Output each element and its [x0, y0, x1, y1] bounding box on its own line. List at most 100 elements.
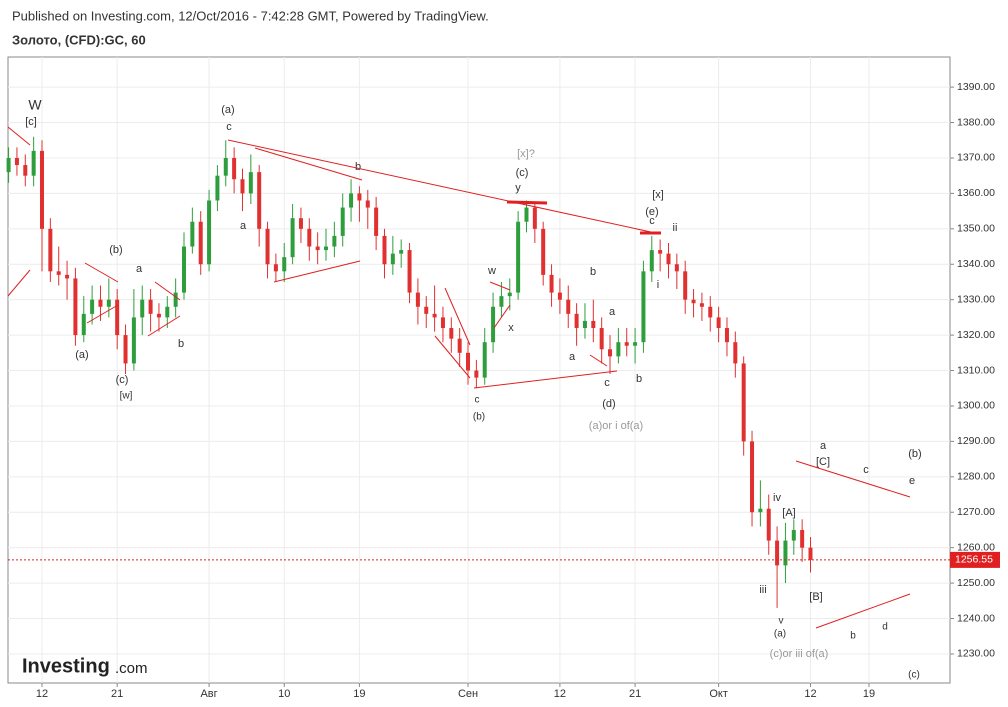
- candle-body: [374, 207, 379, 236]
- candle-body: [399, 250, 404, 254]
- candle-body: [65, 274, 70, 279]
- y-tick-label: 1320.00: [957, 329, 995, 341]
- y-tick-label: 1290.00: [957, 435, 995, 447]
- wave-label: (a): [75, 349, 88, 361]
- wave-label: d: [882, 622, 888, 633]
- wave-label: b: [850, 631, 856, 642]
- candle-body: [591, 320, 596, 329]
- candle-body: [766, 508, 771, 541]
- x-tick-label: 12: [554, 688, 566, 700]
- candle-body: [699, 303, 704, 307]
- y-tick-label: 1340.00: [957, 258, 995, 270]
- candle-body: [649, 250, 654, 272]
- x-tick-label: 10: [278, 688, 290, 700]
- candle-body: [616, 342, 621, 357]
- candle-body: [39, 150, 44, 229]
- candle-body: [382, 235, 387, 265]
- candle-body: [574, 313, 579, 329]
- wave-label: c: [604, 377, 610, 389]
- candle-body: [474, 370, 479, 378]
- symbol-title: Золото, (CFD):GC, 60: [12, 32, 146, 47]
- candle-body: [608, 349, 613, 357]
- plot-frame: [7, 56, 951, 684]
- x-tick-label: Сен: [458, 688, 478, 700]
- candle-body: [282, 257, 287, 272]
- candle-body: [424, 306, 429, 314]
- candle-body: [290, 218, 295, 258]
- candle-body: [758, 508, 763, 513]
- candle-body: [716, 317, 721, 329]
- wave-label: w: [487, 265, 496, 277]
- candle-body: [557, 292, 562, 300]
- wave-label: a: [240, 220, 247, 232]
- x-tick-label: Авг: [200, 688, 217, 700]
- x-tick-label: 19: [353, 688, 365, 700]
- last-price-box: [950, 551, 1000, 568]
- logo-brand: Investing: [22, 655, 110, 677]
- wave-label: iv: [773, 492, 781, 504]
- wave-label: b: [636, 373, 642, 385]
- candle-body: [566, 299, 571, 314]
- candle-body: [298, 218, 303, 229]
- y-tick-label: 1300.00: [957, 400, 995, 412]
- wave-label: ii: [673, 222, 678, 234]
- candle-body: [775, 540, 780, 566]
- candle-body: [808, 547, 813, 560]
- wave-label: (a): [774, 629, 786, 640]
- wave-label: [x]?: [517, 148, 535, 160]
- x-tick-label: 21: [111, 688, 123, 700]
- candle-body: [106, 299, 111, 307]
- candle-body: [198, 221, 203, 265]
- candle-body: [357, 193, 362, 201]
- candle-body: [499, 296, 504, 307]
- wave-label: b: [178, 338, 184, 350]
- y-tick-label: 1240.00: [957, 612, 995, 624]
- candle-body: [215, 175, 220, 201]
- wave-label: a: [569, 351, 576, 363]
- wave-label: (a)or i of(a): [589, 420, 643, 432]
- published-note: Published on Investing.com, 12/Oct/2016 …: [12, 8, 489, 23]
- wave-label: e: [909, 475, 915, 487]
- candle-body: [466, 352, 471, 371]
- candle-body: [340, 207, 345, 236]
- candle-body: [90, 299, 95, 314]
- wave-label: [A]: [782, 507, 795, 519]
- trend-lines: [7, 126, 911, 629]
- wave-label: x: [508, 322, 514, 334]
- candle-body: [232, 157, 237, 180]
- candle-body: [156, 313, 161, 318]
- wave-label: [C]: [816, 456, 830, 468]
- candle-body: [415, 292, 420, 307]
- candle-body: [457, 338, 462, 353]
- wave-label: (c): [116, 374, 129, 386]
- wave-label: [B]: [809, 591, 822, 603]
- wave-label: c: [649, 215, 655, 227]
- candle-body: [140, 299, 145, 318]
- y-tick-label: 1270.00: [957, 506, 995, 518]
- wave-label: (d): [602, 398, 615, 410]
- y-tick-label: 1250.00: [957, 577, 995, 589]
- candle-body: [750, 441, 755, 513]
- candle-body: [332, 235, 337, 247]
- y-tick-label: 1330.00: [957, 293, 995, 305]
- candle-body: [674, 264, 679, 272]
- candle-body: [31, 150, 36, 176]
- candle-body: [48, 228, 53, 272]
- y-tick-label: 1230.00: [957, 648, 995, 660]
- candle-body: [148, 299, 153, 314]
- candle-body: [783, 540, 788, 566]
- candle-body: [273, 264, 278, 272]
- candle-body: [658, 250, 663, 254]
- candle-body: [307, 228, 312, 247]
- y-tick-label: 1260.00: [957, 541, 995, 553]
- candle-body: [6, 157, 11, 173]
- wave-label: (b): [908, 448, 921, 460]
- x-tick-label: Окт: [709, 688, 728, 700]
- candle-body: [207, 200, 212, 265]
- logo-suffix: .com: [115, 660, 148, 677]
- wave-label: [x]: [652, 189, 664, 201]
- candle-body: [349, 193, 354, 208]
- wave-label: (e): [645, 206, 658, 218]
- wave-label: iii: [759, 584, 766, 596]
